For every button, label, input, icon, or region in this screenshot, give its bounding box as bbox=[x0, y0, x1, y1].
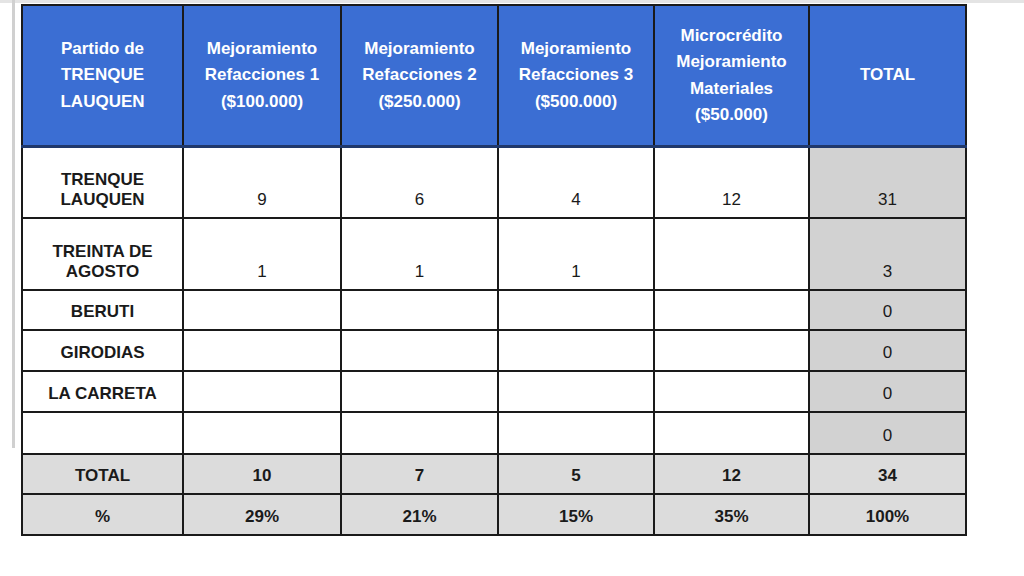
data-cell: 12 bbox=[654, 147, 809, 218]
data-cell: 6 bbox=[341, 147, 498, 218]
header-cell-refacciones-3: Mejoramiento Refacciones 3 ($500.000) bbox=[498, 5, 654, 147]
total-cell: 7 bbox=[341, 454, 498, 494]
microcredit-summary-table: Partido de TRENQUE LAUQUEN Mejoramiento … bbox=[21, 4, 967, 536]
data-cell: 9 bbox=[183, 147, 341, 218]
data-cell bbox=[654, 330, 809, 371]
data-cell bbox=[498, 371, 654, 412]
data-cell bbox=[498, 330, 654, 371]
percent-row: % 29% 21% 15% 35% 100% bbox=[22, 494, 966, 535]
data-cell: 4 bbox=[498, 147, 654, 218]
row-label-cell bbox=[22, 412, 183, 454]
table-row-trenque-lauquen: TRENQUE LAUQUEN 9 6 4 12 31 bbox=[22, 147, 966, 218]
total-row: TOTAL 10 7 5 12 34 bbox=[22, 454, 966, 494]
data-cell bbox=[341, 371, 498, 412]
data-cell: 1 bbox=[183, 218, 341, 290]
percent-cell: 21% bbox=[341, 494, 498, 535]
data-cell: 1 bbox=[498, 218, 654, 290]
table-row-girodias: GIRODIAS 0 bbox=[22, 330, 966, 371]
table-row-empty: 0 bbox=[22, 412, 966, 454]
percent-cell: 35% bbox=[654, 494, 809, 535]
data-cell bbox=[654, 371, 809, 412]
percent-row-label: % bbox=[22, 494, 183, 535]
data-cell bbox=[183, 371, 341, 412]
total-cell: 10 bbox=[183, 454, 341, 494]
percent-cell: 15% bbox=[498, 494, 654, 535]
row-total-cell: 0 bbox=[809, 371, 966, 412]
data-cell bbox=[654, 412, 809, 454]
page-left-edge-line bbox=[12, 0, 15, 448]
row-label-cell: TREINTA DE AGOSTO bbox=[22, 218, 183, 290]
total-cell: 12 bbox=[654, 454, 809, 494]
grand-total-cell: 34 bbox=[809, 454, 966, 494]
total-cell: 5 bbox=[498, 454, 654, 494]
data-cell bbox=[183, 290, 341, 330]
header-cell-refacciones-1: Mejoramiento Refacciones 1 ($100.000) bbox=[183, 5, 341, 147]
header-cell-partido: Partido de TRENQUE LAUQUEN bbox=[22, 5, 183, 147]
data-cell bbox=[498, 290, 654, 330]
total-row-label: TOTAL bbox=[22, 454, 183, 494]
data-cell bbox=[341, 290, 498, 330]
row-label-cell: LA CARRETA bbox=[22, 371, 183, 412]
document-page: Partido de TRENQUE LAUQUEN Mejoramiento … bbox=[0, 0, 1024, 576]
data-cell bbox=[183, 330, 341, 371]
table-row-beruti: BERUTI 0 bbox=[22, 290, 966, 330]
data-cell bbox=[654, 218, 809, 290]
data-cell bbox=[341, 412, 498, 454]
data-cell bbox=[341, 330, 498, 371]
header-cell-total: TOTAL bbox=[809, 5, 966, 147]
data-cell: 1 bbox=[341, 218, 498, 290]
row-total-cell: 3 bbox=[809, 218, 966, 290]
table-row-treinta-de-agosto: TREINTA DE AGOSTO 1 1 1 3 bbox=[22, 218, 966, 290]
row-label-cell: TRENQUE LAUQUEN bbox=[22, 147, 183, 218]
page-top-edge-line bbox=[0, 0, 1024, 3]
row-label-cell: BERUTI bbox=[22, 290, 183, 330]
data-cell bbox=[498, 412, 654, 454]
row-total-cell: 31 bbox=[809, 147, 966, 218]
row-total-cell: 0 bbox=[809, 412, 966, 454]
percent-cell: 29% bbox=[183, 494, 341, 535]
data-cell bbox=[654, 290, 809, 330]
row-total-cell: 0 bbox=[809, 290, 966, 330]
row-label-cell: GIRODIAS bbox=[22, 330, 183, 371]
row-total-cell: 0 bbox=[809, 330, 966, 371]
header-cell-microcredito: Microcrédito Mejoramiento Materiales ($5… bbox=[654, 5, 809, 147]
data-cell bbox=[183, 412, 341, 454]
header-row: Partido de TRENQUE LAUQUEN Mejoramiento … bbox=[22, 5, 966, 147]
table-row-la-carreta: LA CARRETA 0 bbox=[22, 371, 966, 412]
percent-total-cell: 100% bbox=[809, 494, 966, 535]
header-cell-refacciones-2: Mejoramiento Refacciones 2 ($250.000) bbox=[341, 5, 498, 147]
